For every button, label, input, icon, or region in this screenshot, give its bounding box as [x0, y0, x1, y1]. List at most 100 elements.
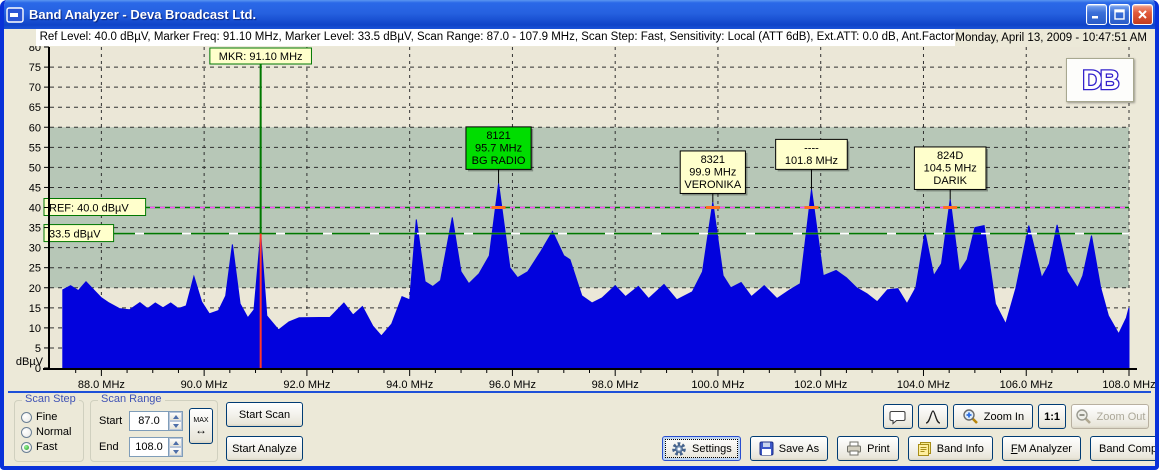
radio-fine[interactable]: Fine — [21, 411, 83, 423]
svg-text:104.5 MHz: 104.5 MHz — [924, 162, 977, 174]
app-icon — [6, 6, 24, 23]
band-comparison-button[interactable]: Band Comparison — [1089, 436, 1158, 461]
zoom-in-icon — [962, 408, 979, 425]
close-button[interactable] — [1132, 4, 1153, 25]
scan-step-caption: Scan Step — [22, 393, 79, 405]
radio-dot[interactable] — [21, 441, 32, 453]
status-bar: Ref Level: 40.0 dBµV, Marker Freq: 91.10… — [8, 29, 1151, 46]
one-to-one-label: 1:1 — [1044, 410, 1060, 423]
print-button[interactable]: Print — [837, 436, 899, 461]
svg-text:94.0 MHz: 94.0 MHz — [386, 379, 433, 391]
zoom-out-icon — [1075, 408, 1092, 425]
svg-text:55: 55 — [29, 142, 41, 154]
zoom-one-to-one-button[interactable]: 1:1 — [1038, 404, 1066, 429]
fm-analyzer-label: FM Analyzer — [1010, 442, 1072, 455]
band-info-label: Band Info — [936, 442, 984, 455]
svg-text:80: 80 — [29, 46, 41, 54]
fm-analyzer-button[interactable]: FM Analyzer — [1001, 436, 1081, 461]
titlebar[interactable]: Band Analyzer - Deva Broadcast Ltd. — [4, 0, 1155, 29]
svg-text:40: 40 — [29, 203, 41, 215]
svg-text:92.0 MHz: 92.0 MHz — [283, 379, 330, 391]
svg-text:DARIK: DARIK — [933, 175, 967, 187]
svg-text:50: 50 — [29, 162, 41, 174]
svg-text:8321: 8321 — [701, 154, 725, 166]
svg-text:MKR: 91.10 MHz: MKR: 91.10 MHz — [219, 51, 303, 63]
svg-text:75: 75 — [29, 62, 41, 74]
printer-icon — [846, 441, 862, 456]
window-title: Band Analyzer - Deva Broadcast Ltd. — [29, 7, 257, 22]
scan-step-group: Scan Step Fine Normal Fast — [14, 393, 84, 462]
svg-text:REF: 40.0 dBµV: REF: 40.0 dBµV — [49, 203, 129, 215]
start-analyze-button[interactable]: Start Analyze — [226, 436, 303, 461]
scan-start-label: Start — [99, 415, 123, 427]
marker-label-toggle-button[interactable] — [882, 404, 913, 429]
gear-icon — [671, 441, 687, 457]
scan-end-increment-button[interactable] — [169, 438, 182, 447]
radio-fast[interactable]: Fast — [21, 441, 83, 453]
scan-end-input[interactable]: 108.0 — [129, 437, 183, 457]
svg-text:106.0 MHz: 106.0 MHz — [1000, 379, 1053, 391]
svg-text:824D: 824D — [937, 150, 963, 162]
svg-text:99.9 MHz: 99.9 MHz — [689, 166, 736, 178]
scan-end-value[interactable]: 108.0 — [135, 441, 163, 453]
svg-text:95.7 MHz: 95.7 MHz — [475, 142, 522, 154]
scan-end-decrement-button[interactable] — [169, 447, 182, 456]
minimize-button[interactable] — [1086, 4, 1107, 25]
svg-text:35: 35 — [29, 223, 41, 235]
svg-text:8121: 8121 — [486, 130, 510, 142]
svg-text:10: 10 — [29, 323, 41, 335]
svg-text:----: ---- — [804, 142, 819, 154]
svg-text:60: 60 — [29, 122, 41, 134]
maximize-button[interactable] — [1109, 4, 1130, 25]
zoom-in-button[interactable]: Zoom In — [952, 404, 1034, 429]
save-as-button[interactable]: Save As — [749, 436, 829, 461]
radio-normal[interactable]: Normal — [21, 426, 83, 438]
scan-start-increment-button[interactable] — [169, 412, 182, 421]
radio-dot[interactable] — [21, 426, 32, 438]
svg-text:96.0 MHz: 96.0 MHz — [489, 379, 536, 391]
datetime-text: Monday, April 13, 2009 - 10:47:51 AM — [955, 31, 1147, 44]
radio-label: Fine — [36, 411, 58, 423]
svg-text:98.0 MHz: 98.0 MHz — [592, 379, 639, 391]
zoom-out-button[interactable]: Zoom Out — [1071, 404, 1149, 429]
svg-text:0: 0 — [35, 363, 41, 375]
peak-curve-icon — [924, 409, 942, 425]
svg-text:DB: DB — [1083, 65, 1119, 95]
svg-text:102.0 MHz: 102.0 MHz — [794, 379, 847, 391]
max-range-button[interactable]: MAX ↔ — [189, 408, 213, 444]
band-info-button[interactable]: Band Info — [907, 436, 993, 461]
svg-text:dBµV: dBµV — [16, 356, 44, 368]
scan-start-decrement-button[interactable] — [169, 421, 182, 430]
save-as-label: Save As — [778, 442, 820, 455]
scan-start-value[interactable]: 87.0 — [138, 415, 160, 427]
scan-info-text: Ref Level: 40.0 dBµV, Marker Freq: 91.10… — [35, 29, 956, 46]
scan-start-input[interactable]: 87.0 — [129, 411, 183, 431]
svg-text:104.0 MHz: 104.0 MHz — [897, 379, 950, 391]
deva-logo: DB — [1066, 58, 1134, 102]
svg-text:BG RADIO: BG RADIO — [472, 155, 526, 167]
radio-label: Fast — [36, 441, 58, 453]
settings-button[interactable]: Settings — [662, 436, 741, 461]
scan-end-label: End — [99, 441, 119, 453]
zoom-in-label: Zoom In — [983, 410, 1025, 423]
svg-text:33.5 dBµV: 33.5 dBµV — [49, 229, 101, 241]
start-scan-button[interactable]: Start Scan — [226, 402, 303, 427]
floppy-disk-icon — [759, 441, 774, 456]
marker-freq-label: MKR: 91.10 MHz — [209, 47, 312, 65]
radio-dot[interactable] — [21, 411, 32, 423]
svg-text:25: 25 — [29, 263, 41, 275]
svg-text:90.0 MHz: 90.0 MHz — [181, 379, 228, 391]
svg-text:VERONIKA: VERONIKA — [684, 179, 742, 191]
settings-label: Settings — [692, 442, 732, 455]
svg-text:45: 45 — [29, 182, 41, 194]
peak-detect-button[interactable] — [917, 404, 948, 429]
svg-text:70: 70 — [29, 82, 41, 94]
spectrum-chart-region: 8121 95.7 MHz BG RADIO 8321 99.9 MHz VERONIKA… — [8, 42, 1155, 391]
axes — [43, 46, 1137, 376]
band-comparison-label: Band Comparison — [1098, 442, 1158, 455]
scan-range-caption: Scan Range — [98, 393, 165, 405]
radio-label: Normal — [36, 426, 72, 438]
control-panel: Scan Step Fine Normal Fast Scan Range Star… — [8, 391, 1155, 466]
